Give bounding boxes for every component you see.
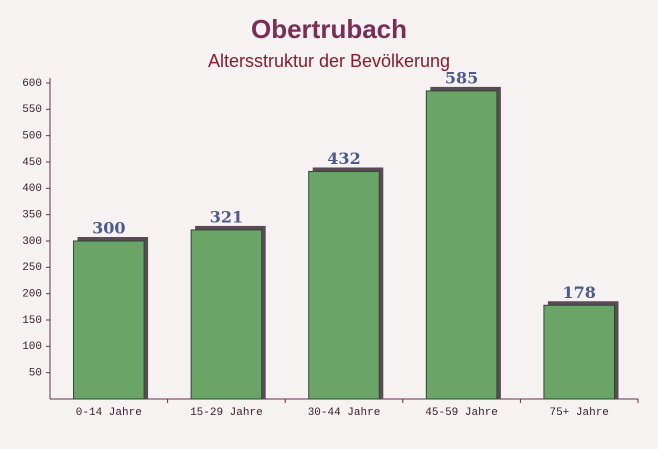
bar: [190, 229, 263, 400]
x-tick-label: 0-14 Jahre: [76, 407, 142, 419]
x-tick-label: 15-29 Jahre: [190, 407, 263, 419]
y-tick-label: 500: [22, 131, 42, 143]
x-tick-label: 30-44 Jahre: [308, 407, 381, 419]
bar: [543, 304, 615, 400]
y-tick-label: 50: [29, 368, 42, 380]
bar: [308, 170, 380, 400]
y-tick-label: 600: [22, 78, 42, 90]
value-label: 178: [562, 283, 595, 302]
y-tick-label: 400: [22, 183, 42, 195]
y-tick-label: 200: [22, 289, 42, 301]
y-tick-label: 150: [22, 315, 42, 327]
bar: [425, 90, 498, 400]
y-tick-label: 450: [22, 157, 42, 169]
chart-subtitle: Altersstruktur der Bevölkerung: [208, 51, 450, 71]
y-tick-label: 250: [22, 262, 42, 274]
value-label: 432: [327, 149, 360, 168]
x-tick-label: 75+ Jahre: [549, 407, 608, 419]
value-label: 321: [210, 207, 243, 226]
x-tick-label: 45-59 Jahre: [425, 407, 498, 419]
bar: [73, 240, 145, 400]
value-label: 585: [445, 68, 478, 87]
y-tick-label: 350: [22, 210, 42, 222]
y-tick-label: 300: [22, 236, 42, 248]
y-tick-label: 550: [22, 104, 42, 116]
y-tick-label: 100: [22, 341, 42, 353]
value-label: 300: [92, 219, 125, 238]
chart-title: Obertrubach: [251, 14, 407, 44]
